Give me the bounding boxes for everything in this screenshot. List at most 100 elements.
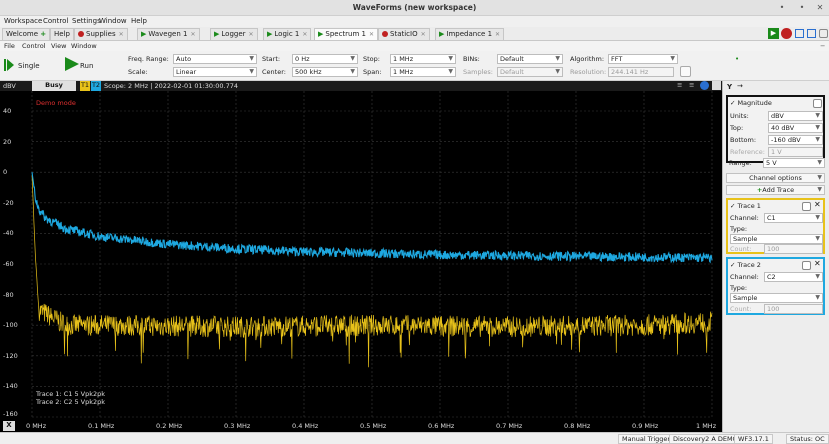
chevron-down-icon: ▼ — [448, 55, 453, 62]
gear-icon[interactable] — [802, 202, 811, 211]
channel-options-button[interactable]: Channel options ▼ — [726, 173, 825, 183]
stop-all-icon[interactable] — [781, 28, 792, 39]
start-input[interactable]: 0 Hz ▼ — [292, 54, 358, 64]
minimize-button[interactable]: • — [779, 3, 785, 12]
device-status[interactable]: Discovery2 A DEMO — [669, 434, 742, 444]
select-value: Sample — [733, 294, 758, 302]
plus-icon: + — [756, 186, 763, 194]
menu-window[interactable]: Window — [99, 17, 127, 25]
plot-canvas[interactable] — [0, 81, 722, 432]
add-trace-button[interactable]: +Add Trace ▼ — [726, 185, 825, 195]
zoom-icon[interactable] — [700, 81, 709, 90]
menu-view[interactable]: View — [51, 42, 67, 50]
trace1-toggle[interactable]: T1 — [80, 81, 90, 91]
gear-icon[interactable] — [802, 261, 811, 270]
tab-wavegen[interactable]: ▶ Wavegen 1 ✕ — [137, 28, 200, 40]
reference-input: 1 V — [768, 147, 823, 157]
play-icon: ▶ — [141, 30, 147, 38]
single-icon[interactable] — [4, 59, 14, 71]
maximize-button[interactable]: • — [799, 3, 805, 12]
trace1-title[interactable]: ✓ Trace 1 — [730, 202, 761, 210]
top-input[interactable]: 40 dBV ▼ — [768, 123, 823, 133]
stop-label: Stop: — [363, 55, 380, 63]
bottom-input[interactable]: -160 dBV ▼ — [768, 135, 823, 145]
plot-settings-icon[interactable] — [712, 81, 721, 90]
cursor-icon[interactable]: ≡ — [677, 81, 683, 89]
single-button[interactable]: Single — [18, 62, 40, 70]
tab-logic[interactable]: ▶ Logic 1 ✕ — [263, 28, 312, 40]
menu-control-sub[interactable]: Control — [22, 42, 46, 50]
close-icon[interactable]: ✕ — [369, 31, 375, 38]
close-icon[interactable]: ✕ — [814, 259, 821, 268]
tab-help[interactable]: Help — [50, 28, 74, 40]
menu-window-sub[interactable]: Window — [71, 42, 97, 50]
arrow-right-icon[interactable]: → — [737, 82, 743, 90]
tab-welcome[interactable]: Welcome + — [2, 28, 51, 40]
menu-settings[interactable]: Settings — [72, 17, 101, 25]
tab-spectrum[interactable]: ▶ Spectrum 1 ✕ — [314, 28, 379, 40]
x-axis-label[interactable]: X — [3, 421, 15, 431]
top-label: Top: — [730, 124, 744, 132]
menu-workspace[interactable]: Workspace — [4, 17, 43, 25]
tab-impedance[interactable]: ▶ Impedance 1 ✕ — [435, 28, 505, 40]
input-value: 1 MHz — [393, 55, 414, 63]
settings-icon[interactable] — [819, 29, 828, 38]
center-input[interactable]: 500 kHz ▼ — [292, 67, 358, 77]
scope-info: Scope: 2 MHz | 2022-02-01 01:30:00.774 — [104, 82, 238, 90]
freq-range-select[interactable]: Auto ▼ — [173, 54, 257, 64]
workspace-icon[interactable] — [795, 29, 804, 38]
tab-supplies[interactable]: Supplies ✕ — [74, 28, 128, 40]
menu-control[interactable]: Control — [43, 17, 69, 25]
y-unit-label: dBV — [3, 82, 16, 90]
tab-staticio[interactable]: StaticIO ✕ — [378, 28, 430, 40]
run-icon[interactable] — [65, 57, 79, 73]
units-select[interactable]: dBV ▼ — [768, 111, 823, 121]
toolbar: Single Run Freq. Range: Auto ▼ Scale: Lin… — [0, 51, 829, 81]
type-label: Type: — [730, 284, 748, 292]
x-tick-label: 0.2 MHz — [156, 422, 183, 430]
markers-icon[interactable]: ≡ — [689, 81, 695, 89]
layout-icon[interactable] — [807, 29, 816, 38]
menu-file[interactable]: File — [4, 42, 15, 50]
record-icon — [78, 31, 84, 37]
trace2-title[interactable]: ✓ Trace 2 — [730, 261, 761, 269]
run-button[interactable]: Run — [80, 62, 94, 70]
gear-icon[interactable] — [813, 99, 822, 108]
collapse-icon[interactable]: − — [820, 42, 826, 50]
tab-logger[interactable]: ▶ Logger ✕ — [210, 28, 258, 40]
span-label: Span: — [363, 68, 382, 76]
chevron-down-icon: ▼ — [670, 55, 675, 62]
trace1-type-select[interactable]: Sample ▼ — [730, 234, 823, 244]
close-icon[interactable]: ✕ — [420, 31, 426, 38]
magnitude-title[interactable]: ✓ Magnitude — [730, 99, 772, 107]
version-status: WF3.17.1 — [734, 434, 773, 444]
bins-select[interactable]: Default ▼ — [497, 54, 563, 64]
stop-input[interactable]: 1 MHz ▼ — [390, 54, 456, 64]
close-button[interactable]: ✕ — [816, 3, 824, 12]
input-value: 1 MHz — [393, 68, 414, 76]
close-icon[interactable]: ✕ — [814, 200, 821, 209]
run-all-icon[interactable]: ▶ — [768, 28, 779, 39]
close-icon[interactable]: ✕ — [248, 31, 254, 38]
chevron-down-icon: ▼ — [555, 68, 560, 75]
algorithm-select[interactable]: FFT ▼ — [608, 54, 678, 64]
close-icon[interactable]: ✕ — [495, 31, 501, 38]
trace2-channel-select[interactable]: C2 ▼ — [764, 272, 823, 282]
input-value: 40 dBV — [771, 124, 795, 132]
gear-icon[interactable] — [680, 66, 691, 77]
close-icon[interactable]: ✕ — [302, 31, 308, 38]
span-input[interactable]: 1 MHz ▼ — [390, 67, 456, 77]
menu-help[interactable]: Help — [131, 17, 147, 25]
trigger-status[interactable]: Manual Trigger — [618, 434, 675, 444]
trace2-type-select[interactable]: Sample ▼ — [730, 293, 823, 303]
spectrum-plot[interactable] — [0, 81, 722, 432]
trace2-toggle[interactable]: T2 — [91, 81, 101, 91]
trace1-channel-select[interactable]: C1 ▼ — [764, 213, 823, 223]
menu-bar: Workspace Control Settings Window Help — [0, 16, 829, 27]
plus-icon[interactable]: + — [40, 30, 47, 38]
scale-select[interactable]: Linear ▼ — [173, 67, 257, 77]
range-select[interactable]: 5 V ▼ — [763, 158, 825, 168]
close-icon[interactable]: ✕ — [190, 31, 196, 38]
chevron-down-icon: ▼ — [817, 159, 822, 166]
close-icon[interactable]: ✕ — [118, 31, 124, 38]
